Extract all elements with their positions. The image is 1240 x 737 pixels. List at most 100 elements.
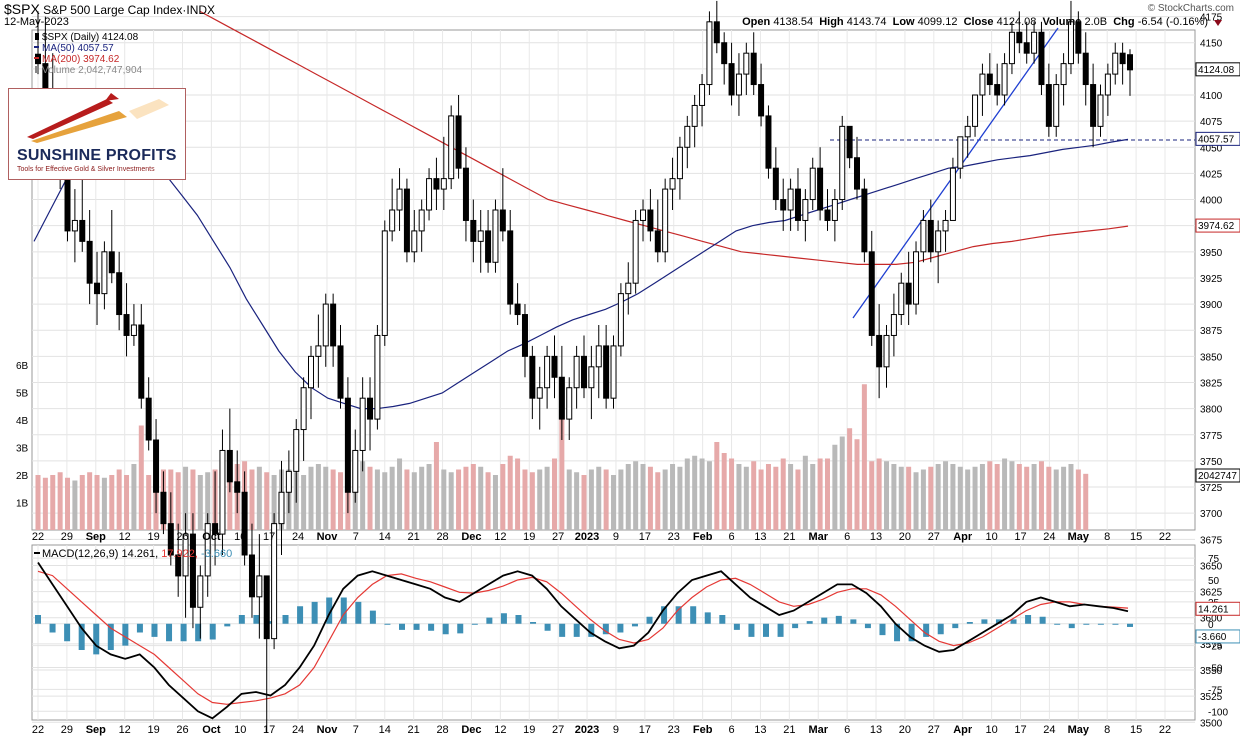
logo-tagline: Tools for Effective Gold & Silver Invest… bbox=[17, 166, 155, 173]
candle-body bbox=[824, 209, 831, 221]
time-tick-label: 15 bbox=[1130, 531, 1142, 543]
volume-bar bbox=[1031, 464, 1037, 530]
macd-histogram-bar bbox=[1127, 623, 1133, 627]
macd-histogram-bar bbox=[457, 623, 464, 634]
time-tick-label: 15 bbox=[1130, 724, 1142, 736]
candle-body bbox=[750, 52, 757, 86]
time-tick-label: 13 bbox=[754, 724, 766, 736]
volume-bar bbox=[1068, 464, 1074, 530]
candle-body bbox=[485, 230, 492, 263]
macd-histogram-bar bbox=[806, 621, 813, 624]
time-tick-label: 24 bbox=[1043, 724, 1055, 736]
time-tick-label: 21 bbox=[408, 724, 420, 736]
time-tick-label: 20 bbox=[899, 724, 911, 736]
macd-tick-label: -25 bbox=[1208, 642, 1223, 653]
macd-histogram-bar bbox=[267, 621, 274, 624]
volume-bar bbox=[898, 466, 904, 530]
volume-bar bbox=[146, 475, 152, 530]
volume-bar bbox=[788, 464, 794, 530]
time-tick-label: Sep bbox=[86, 531, 106, 543]
candle-body bbox=[743, 52, 750, 75]
price-tick-label: 3550 bbox=[1200, 666, 1223, 677]
candle-body bbox=[1016, 31, 1023, 44]
candle-body bbox=[905, 282, 912, 305]
volume-bar bbox=[625, 464, 631, 530]
volume-bar bbox=[308, 466, 314, 530]
volume-bar bbox=[957, 466, 963, 530]
volume-value: 2.0B bbox=[1084, 16, 1108, 28]
time-tick-label: 27 bbox=[552, 531, 564, 543]
volume-bar bbox=[183, 466, 189, 530]
time-tick-label: 24 bbox=[292, 724, 304, 736]
volume-bar bbox=[433, 442, 439, 530]
candle-body bbox=[772, 167, 779, 201]
macd-histogram-bar bbox=[1083, 623, 1090, 625]
time-tick-label: 8 bbox=[1104, 724, 1110, 736]
macd-histogram-bar bbox=[384, 623, 391, 625]
volume-bar bbox=[876, 458, 882, 530]
candle-body bbox=[949, 167, 956, 221]
time-tick-label: 9 bbox=[613, 531, 619, 543]
volume-bar bbox=[205, 472, 211, 530]
macd-histogram-bar bbox=[471, 623, 478, 625]
volume-tag-box bbox=[1195, 468, 1240, 483]
candle-body bbox=[529, 355, 536, 399]
candle-body bbox=[263, 575, 270, 640]
macd-histogram-bar bbox=[821, 617, 828, 624]
price-tick-label: 3800 bbox=[1200, 405, 1223, 416]
candle-body bbox=[1075, 21, 1082, 54]
time-tick-label: 10 bbox=[985, 531, 997, 543]
volume-bar bbox=[979, 464, 985, 530]
candle-body bbox=[581, 355, 587, 389]
volume-tick-label: 2B bbox=[16, 471, 29, 482]
volume-bar bbox=[906, 466, 912, 530]
volume-bar bbox=[861, 384, 867, 530]
candle-body bbox=[256, 575, 263, 598]
macd-histogram-bar bbox=[1025, 615, 1032, 624]
volume-bar bbox=[824, 458, 830, 530]
candle-body bbox=[809, 167, 816, 201]
candle-body bbox=[389, 209, 396, 232]
candle-body bbox=[204, 523, 211, 577]
time-tick-label: Dec bbox=[461, 724, 481, 736]
volume-bar bbox=[714, 442, 720, 530]
volume-label: Volume bbox=[1042, 16, 1082, 28]
time-tick-label: 26 bbox=[176, 531, 188, 543]
volume-bar bbox=[847, 428, 853, 530]
macd-histogram-bar bbox=[661, 606, 668, 624]
volume-bar bbox=[256, 466, 262, 530]
time-tick-label: 21 bbox=[408, 531, 420, 543]
candle-body bbox=[647, 209, 654, 232]
volume-bar bbox=[72, 480, 78, 530]
macd-tick-label: 0 bbox=[1208, 620, 1214, 631]
time-tick-label: 29 bbox=[61, 724, 73, 736]
legend-price-swatch bbox=[35, 33, 39, 40]
price-tick-label: 3825 bbox=[1200, 379, 1223, 390]
price-tick-label: 3575 bbox=[1200, 640, 1223, 651]
candle-body bbox=[558, 376, 565, 420]
time-tick-label: 2023 bbox=[575, 531, 599, 543]
candle-body bbox=[1119, 52, 1126, 65]
time-tick-label: 22 bbox=[1159, 531, 1171, 543]
logo-name: SUNSHINE PROFITS bbox=[17, 147, 177, 164]
candle-body bbox=[913, 251, 920, 305]
price-tick-label: 4050 bbox=[1200, 143, 1223, 154]
macd-histogram-bar bbox=[690, 606, 697, 624]
macd-histogram-bar bbox=[995, 619, 1002, 624]
time-tick-label: 27 bbox=[552, 724, 564, 736]
time-tick-label: 19 bbox=[523, 724, 535, 736]
macd-histogram-bar bbox=[777, 623, 784, 637]
volume-bar bbox=[522, 469, 528, 530]
time-tick-label: 27 bbox=[928, 724, 940, 736]
time-tick-label: 6 bbox=[844, 531, 850, 543]
candle-body bbox=[957, 136, 964, 169]
candle-body bbox=[492, 209, 499, 263]
candle-body bbox=[448, 115, 455, 180]
candle-body bbox=[794, 188, 801, 221]
volume-bar bbox=[360, 461, 366, 530]
volume-bar bbox=[633, 461, 639, 530]
volume-bar bbox=[1061, 466, 1067, 530]
time-tick-label: 28 bbox=[436, 724, 448, 736]
volume-bar bbox=[935, 464, 941, 530]
volume-bar bbox=[588, 469, 594, 530]
